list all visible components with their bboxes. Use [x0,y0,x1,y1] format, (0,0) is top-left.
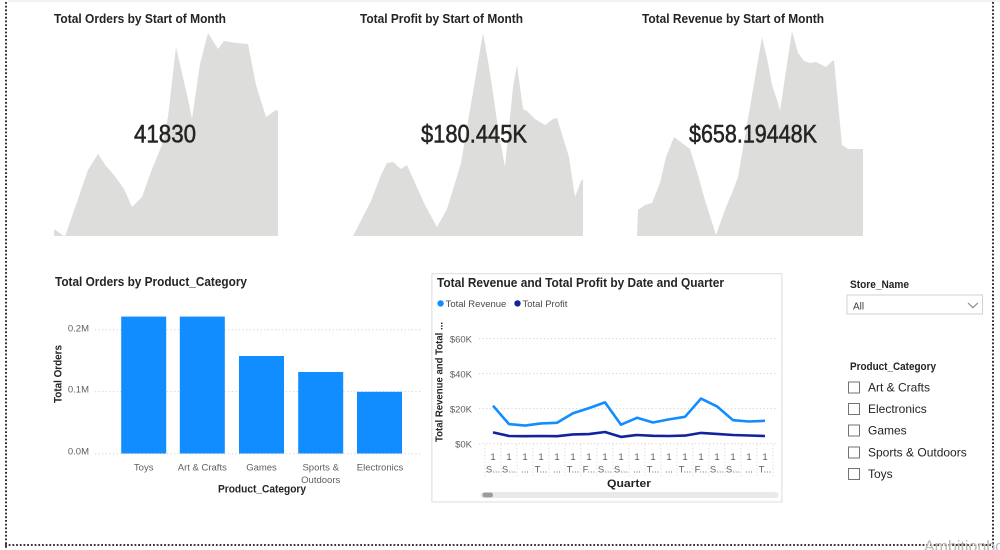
svg-text:0.1M: 0.1M [68,385,89,396]
svg-text:Total Revenue by Start of Mont: Total Revenue by Start of Month [642,11,824,26]
svg-text:S...: S... [486,464,500,475]
svg-text:Art & Crafts: Art & Crafts [868,381,930,395]
svg-text:Product_Category: Product_Category [218,484,307,496]
svg-text:Total Profit: Total Profit [523,299,568,310]
svg-text:1: 1 [538,452,543,463]
svg-text:Art & Crafts: Art & Crafts [178,463,227,474]
svg-text:Games: Games [246,463,277,474]
svg-text:T...: T... [567,464,580,475]
svg-text:Electronics: Electronics [357,463,404,474]
svg-text:T...: T... [535,464,548,475]
svg-text:1: 1 [682,452,687,463]
svg-text:S...: S... [614,464,628,475]
svg-text:Total Revenue: Total Revenue [446,299,507,310]
svg-text:41830: 41830 [134,121,196,149]
svg-text:$0K: $0K [455,439,473,450]
svg-text:Total Profit by Start of Month: Total Profit by Start of Month [360,11,523,26]
svg-text:1: 1 [618,452,623,463]
svg-text:Toys: Toys [134,463,154,474]
svg-text:Product_Category: Product_Category [850,361,937,373]
svg-text:$180.445K: $180.445K [421,121,527,149]
svg-text:Electronics: Electronics [868,402,927,416]
svg-text:S...: S... [598,464,612,475]
svg-text:S...: S... [726,464,740,475]
svg-text:Sports &: Sports & [302,463,339,474]
svg-text:Quarter: Quarter [607,478,652,490]
svg-text:...: ... [745,464,753,475]
svg-text:1: 1 [570,452,575,463]
svg-text:F...: F... [583,464,596,475]
svg-text:1: 1 [602,452,607,463]
svg-text:All: All [853,301,864,312]
svg-text:T...: T... [647,464,660,475]
svg-text:1: 1 [522,452,527,463]
svg-text:1: 1 [698,452,703,463]
svg-text:Ambitionbox: Ambitionbox [924,539,1000,550]
svg-text:T...: T... [679,464,692,475]
svg-text:$658.19448K: $658.19448K [689,121,817,149]
svg-text:...: ... [665,464,673,475]
svg-text:F...: F... [695,464,708,475]
svg-text:1: 1 [730,452,735,463]
svg-text:Outdoors: Outdoors [301,475,340,486]
svg-text:Store_Name: Store_Name [850,279,909,291]
svg-text:Total Orders by Product_Catego: Total Orders by Product_Category [55,274,248,289]
svg-text:1: 1 [634,452,639,463]
svg-text:$40K: $40K [450,370,473,381]
svg-text:1: 1 [554,452,559,463]
svg-text:0.2M: 0.2M [68,324,89,335]
svg-text:$20K: $20K [450,405,473,416]
svg-text:0.0M: 0.0M [68,447,89,458]
svg-text:1: 1 [506,452,511,463]
svg-text:T...: T... [759,464,772,475]
svg-text:1: 1 [666,452,671,463]
svg-text:Total Orders: Total Orders [53,345,65,403]
svg-text:...: ... [633,464,641,475]
svg-text:Toys: Toys [868,467,893,481]
svg-text:Total Orders by Start of Month: Total Orders by Start of Month [54,11,226,26]
svg-text:$60K: $60K [450,335,473,346]
svg-text:Games: Games [868,424,907,438]
svg-text:1: 1 [490,452,495,463]
svg-text:...: ... [521,464,529,475]
svg-text:1: 1 [650,452,655,463]
svg-text:S...: S... [710,464,724,475]
svg-text:Total Revenue and Total ...: Total Revenue and Total ... [434,322,446,442]
svg-text:Total Revenue and Total Profit: Total Revenue and Total Profit by Date a… [437,275,724,290]
svg-text:1: 1 [746,452,751,463]
svg-text:1: 1 [586,452,591,463]
svg-text:Sports & Outdoors: Sports & Outdoors [868,446,967,460]
svg-text:...: ... [553,464,561,475]
svg-text:S...: S... [502,464,516,475]
svg-text:1: 1 [762,452,767,463]
svg-text:1: 1 [714,452,719,463]
